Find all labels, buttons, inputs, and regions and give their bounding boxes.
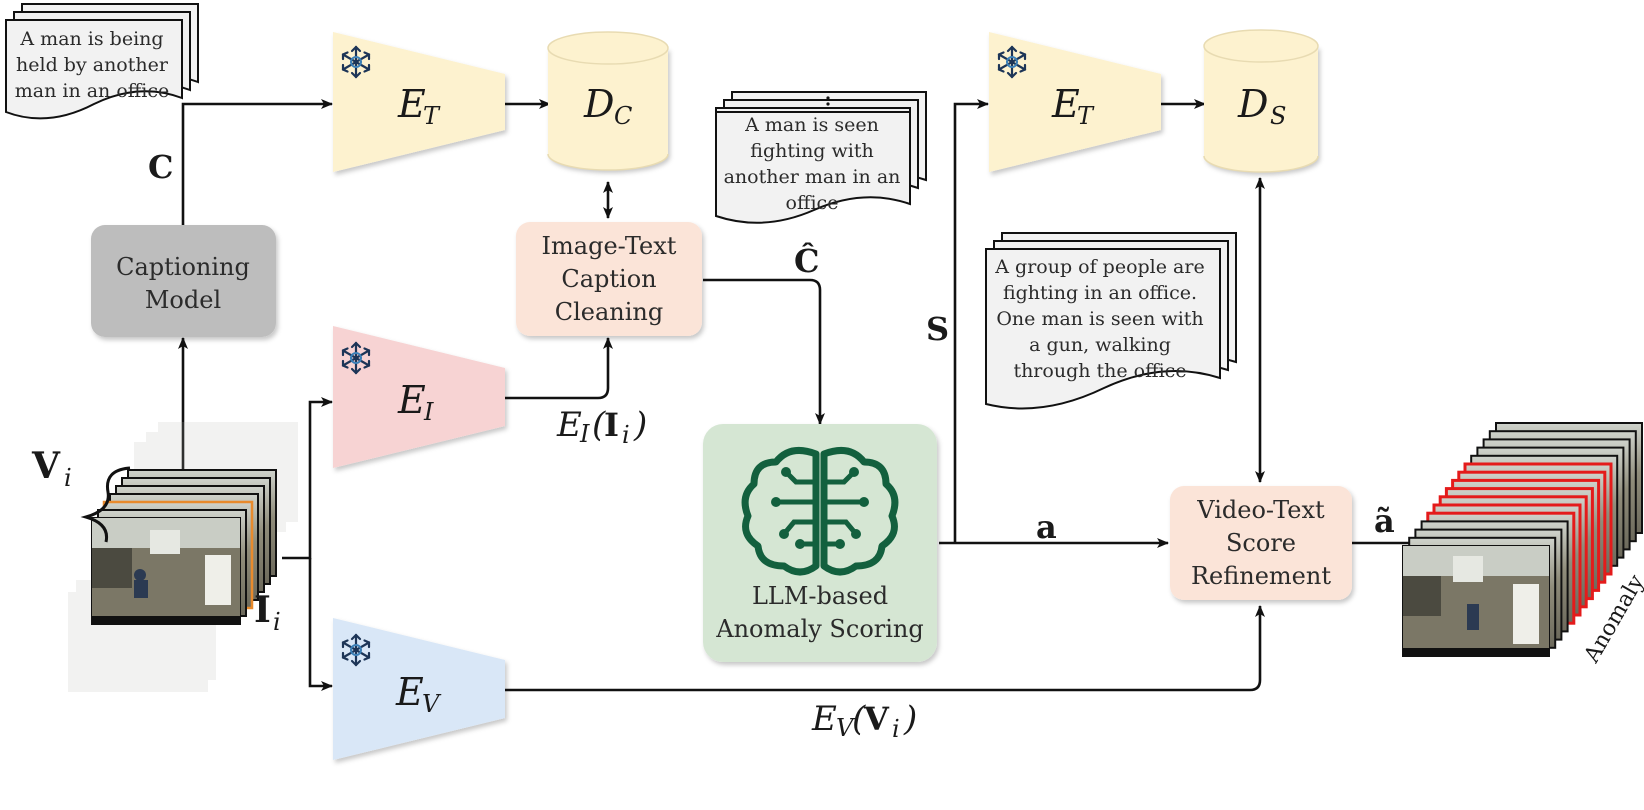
text-encoder-left-symbol: E [397,82,426,126]
image-embedding-enc: E [556,405,582,445]
edge-video-encoder-to-refinement [505,605,1265,692]
image-encoder-symbol: E [397,378,426,422]
captioning-model: Captioning Model [91,225,276,337]
summary-line3: One man is seen with [996,308,1203,330]
edge-label-a: a [1036,508,1057,546]
text-encoder-left-subscript: T [423,102,441,130]
text-encoder-right-subscript: T [1077,102,1095,130]
brain-circuit-icon [741,446,899,576]
image-encoder: E I [333,326,505,468]
edge-label-c: C [148,148,173,186]
text-encoder-left: E T [333,32,505,172]
refinement-line1: Video-Text [1196,496,1325,524]
video-text-score-refinement: Video-Text Score Refinement [1170,486,1352,600]
edge-frames-to-image-encoder [282,397,333,560]
database-captions-subscript: C [614,102,632,130]
video-embedding-arg: V [863,700,890,738]
summary-line4: a gun, walking [1029,334,1171,356]
image-encoder-subscript: I [423,398,434,426]
summary-document: A group of people are fighting in an off… [985,232,1237,410]
edge-frames-to-video-encoder [308,558,333,691]
database-summaries-symbol: D [1237,82,1268,126]
input-frame-label: I [254,589,271,631]
input-frame-stack [68,422,298,692]
summary-line2: fighting in an office. [1003,282,1197,304]
frozen-snowflake-icon [339,633,373,667]
database-captions: D C [547,31,669,171]
cleaning-line3: Cleaning [555,298,664,326]
edge-llm-to-text-encoder-right [953,99,989,543]
edge-label-c-hat: Ĉ [794,242,819,280]
clean-caption-line2: fighting with [750,140,873,162]
cleaning-line1: Image-Text [542,232,677,260]
captioning-line2: Model [145,286,221,314]
refinement-line2: Score [1226,529,1296,557]
edge-caption-to-text-encoder [181,99,333,225]
clean-caption-document: A man is seen fighting with another man … [715,91,927,224]
video-encoder-subscript: V [422,690,442,718]
video-embedding-arg-sub: i [892,715,900,743]
frozen-snowflake-icon [339,341,373,375]
cleaning-line2: Caption [561,265,656,293]
clean-caption-line1: A man is seen [744,114,879,136]
database-summaries-subscript: S [1270,102,1286,130]
llm-anomaly-scoring: LLM-based Anomaly Scoring [703,424,937,662]
frozen-snowflake-icon [995,45,1029,79]
database-summaries: D S [1203,29,1319,173]
captioning-line1: Captioning [116,253,250,281]
edge-cleaning-to-llm [703,278,825,425]
edge-label-a-tilde: ã [1374,502,1395,540]
output-frame-stack: Anomaly [1402,422,1644,668]
frozen-snowflake-icon [339,45,373,79]
video-embedding-enc: E [811,699,837,739]
video-encoder-symbol: E [395,670,424,714]
summary-line5: through the office [1013,360,1186,382]
image-embedding-arg: I [604,406,619,444]
edge-label-s: S [926,310,949,348]
llm-line1: LLM-based [752,582,888,610]
image-text-caption-cleaning: Image-Text Caption Cleaning [516,222,702,336]
svg-text:): ) [903,699,917,739]
input-video-label: V [31,445,61,487]
edge-image-encoder-to-cleaning [505,337,613,400]
edge-label-image-embedding: E I ( I i ) [556,405,647,449]
edge-label-video-embedding: E V ( V i ) [811,699,917,743]
database-captions-symbol: D [583,82,614,126]
llm-line2: Anomaly Scoring [715,615,923,643]
video-encoder: E V [333,618,505,760]
clean-caption-line3: another man in an [724,166,901,188]
raw-caption-line1: A man is being [19,28,163,50]
svg-text:): ) [633,405,647,445]
input-frame-subscript: i [273,608,281,636]
image-embedding-enc-sub: I [579,420,590,448]
text-encoder-right-symbol: E [1051,82,1080,126]
svg-text:(: ( [852,699,866,739]
text-encoder-right: E T [989,32,1161,172]
svg-text:(: ( [592,405,606,445]
clean-caption-line4: office [786,192,839,214]
video-embedding-enc-sub: V [836,714,856,742]
raw-caption-line3: man in an office [15,80,169,102]
summary-line1: A group of people are [994,256,1204,278]
raw-caption-document: A man is being held by another man in an… [5,3,199,120]
input-video-subscript: i [64,464,72,492]
raw-caption-line2: held by another [16,54,169,76]
refinement-line3: Refinement [1191,562,1331,590]
image-embedding-arg-sub: i [622,421,630,449]
